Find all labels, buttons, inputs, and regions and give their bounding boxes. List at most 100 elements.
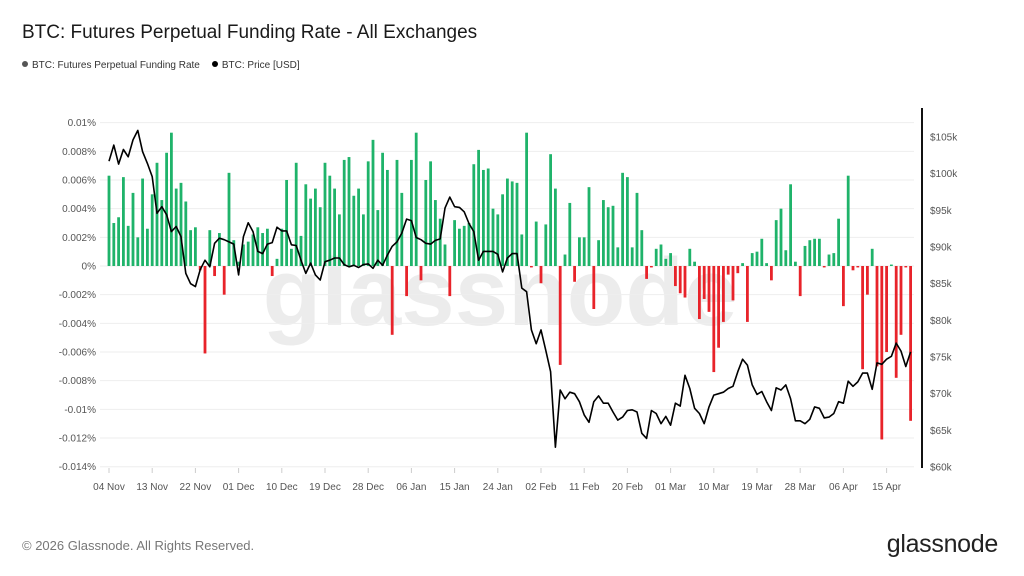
funding-rate-bar <box>112 222 116 266</box>
funding-rate-bar <box>640 230 644 266</box>
funding-rate-bar <box>189 230 192 266</box>
legend-label: BTC: Price [USD] <box>221 60 300 71</box>
funding-rate-bar <box>438 218 442 266</box>
funding-rate-bar <box>664 258 668 266</box>
funding-rate-bar <box>141 178 144 266</box>
funding-rate-bar <box>510 181 514 266</box>
x-tick-label: 06 Apr <box>829 482 859 493</box>
funding-rate-bar <box>352 195 356 266</box>
funding-rate-bar <box>736 266 740 274</box>
funding-rate-bar <box>496 214 500 266</box>
funding-rate-bar <box>674 266 677 287</box>
funding-rate-bar <box>251 234 255 266</box>
funding-rate-bar <box>726 266 730 275</box>
y-left-tick-label: -0.004% <box>59 319 96 330</box>
funding-rate-bar <box>386 169 389 266</box>
funding-rate-bar <box>544 224 548 266</box>
funding-rate-bar <box>573 266 576 282</box>
legend-item-funding-rate[interactable]: BTC: Futures Perpetual Funding Rate <box>22 60 200 71</box>
y-right-tick-label: $85k <box>930 279 953 290</box>
funding-rate-bar <box>784 250 788 266</box>
funding-rate-bar <box>126 225 130 266</box>
funding-rate-bar <box>170 132 173 266</box>
funding-rate-bar <box>429 161 432 266</box>
funding-rate-bar <box>414 132 418 266</box>
funding-rate-bar <box>578 237 581 266</box>
funding-rate-bar <box>659 244 663 266</box>
y-left-tick-label: 0% <box>82 262 97 273</box>
funding-rate-bar <box>611 205 615 266</box>
chart-title: BTC: Futures Perpetual Funding Rate - Al… <box>22 22 478 43</box>
funding-rate-bar <box>770 266 773 281</box>
funding-rate-bar <box>362 214 365 266</box>
funding-rate-bar <box>184 201 188 266</box>
funding-rate-bar <box>395 159 399 266</box>
funding-rate-bar <box>731 266 735 301</box>
funding-rate-bar <box>357 188 360 266</box>
funding-rate-bar <box>909 266 912 421</box>
funding-rate-bar <box>462 225 466 266</box>
funding-rate-bar <box>678 266 682 294</box>
funding-rate-bar <box>549 154 552 266</box>
funding-rate-bar <box>400 192 404 266</box>
funding-rate-bar <box>755 251 759 266</box>
funding-rate-bar <box>434 200 437 266</box>
funding-rate-bar <box>146 228 149 266</box>
funding-rate-bar <box>904 266 908 268</box>
funding-rate-bar <box>539 266 543 284</box>
funding-rate-bar <box>832 253 836 266</box>
funding-rate-bar <box>822 266 826 268</box>
y-right-tick-label: $80k <box>930 316 953 327</box>
funding-rate-bar <box>280 228 284 266</box>
funding-rate-bar <box>366 161 370 266</box>
x-tick-label: 24 Jan <box>483 482 513 493</box>
funding-rate-bar <box>645 266 648 279</box>
funding-rate-bar <box>563 254 567 266</box>
funding-rate-bar <box>669 253 672 266</box>
funding-rate-bar <box>304 184 308 266</box>
funding-rate-bar <box>242 244 245 266</box>
x-tick-label: 28 Dec <box>352 482 384 493</box>
funding-rate-bar <box>554 188 557 266</box>
funding-rate-bar <box>107 175 111 266</box>
copyright: © 2026 Glassnode. All Rights Reserved. <box>22 538 255 553</box>
x-tick-label: 06 Jan <box>396 482 426 493</box>
funding-rate-bar <box>654 248 658 266</box>
funding-rate-bar <box>875 266 879 367</box>
funding-rate-bar <box>842 266 845 307</box>
funding-rate-bar <box>150 194 154 266</box>
funding-rate-bar <box>266 228 269 266</box>
funding-rate-bar <box>486 168 490 266</box>
x-tick-label: 19 Dec <box>309 482 341 493</box>
legend-item-price[interactable]: BTC: Price [USD] <box>211 60 300 71</box>
funding-rate-bar <box>568 202 572 266</box>
glassnode-logo: glassnode <box>886 530 999 558</box>
funding-rate-bar <box>698 266 701 320</box>
funding-rate-bar <box>122 177 125 266</box>
funding-rate-bar <box>318 207 322 266</box>
funding-rate-bar <box>155 162 159 266</box>
funding-rate-bar <box>741 263 744 266</box>
y-left-tick-label: -0.002% <box>59 290 96 301</box>
funding-rate-bar <box>443 244 447 266</box>
x-tick-label: 20 Feb <box>612 482 644 493</box>
funding-rate-bar <box>285 179 288 266</box>
funding-rate-bar <box>501 194 504 266</box>
funding-rate-bar <box>165 152 168 266</box>
funding-rate-bar <box>347 157 351 266</box>
funding-rate-bar <box>376 210 380 266</box>
funding-rate-bar <box>606 207 610 266</box>
funding-rate-bar <box>621 172 624 266</box>
funding-rate-bar <box>338 214 341 266</box>
funding-rate-bar <box>467 222 471 266</box>
funding-rate-bar <box>702 266 706 299</box>
funding-rate-bar <box>453 220 456 266</box>
funding-rate-bar <box>328 175 332 266</box>
funding-rate-bar <box>160 200 164 266</box>
funding-rate-bar <box>626 177 629 266</box>
funding-rate-bar <box>602 200 605 266</box>
funding-rate-bar <box>870 248 874 266</box>
funding-rate-bar <box>381 152 384 266</box>
funding-rate-bar <box>309 198 312 266</box>
funding-rate-bar <box>750 253 754 266</box>
